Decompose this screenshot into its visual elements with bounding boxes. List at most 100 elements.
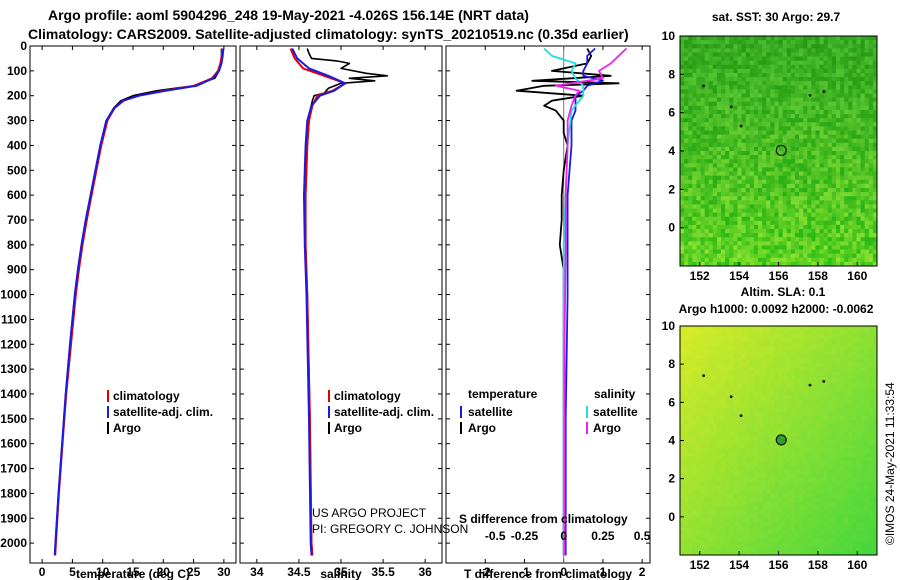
heatmap-cell	[868, 362, 874, 368]
heatmap-cell	[844, 420, 849, 425]
heatmap-cell	[737, 97, 742, 103]
heatmap-cell	[827, 212, 833, 218]
heatmap-cell	[819, 469, 825, 474]
heatmap-cell	[860, 334, 866, 339]
heatmap-cell	[688, 192, 693, 197]
heatmap-cell	[827, 97, 833, 103]
heatmap-cell	[819, 261, 825, 267]
heatmap-cell	[704, 146, 710, 152]
heatmap-cell	[835, 456, 841, 462]
heatmap-cell	[745, 493, 751, 499]
heatmap-cell	[823, 105, 829, 111]
heatmap-cell	[749, 151, 755, 156]
heatmap-cell	[745, 52, 751, 57]
heatmap-cell	[790, 171, 796, 177]
heatmap-cell	[811, 366, 816, 372]
heatmap-cell	[782, 241, 788, 246]
heatmap-cell	[733, 411, 738, 417]
heatmap-cell	[753, 151, 759, 156]
heatmap-cell	[770, 477, 775, 482]
heatmap-cell	[864, 138, 870, 144]
heatmap-cell	[729, 64, 734, 70]
heatmap-cell	[774, 229, 779, 234]
heatmap-cell	[712, 167, 718, 172]
heatmap-cell	[823, 183, 829, 189]
heatmap-cell	[815, 52, 820, 57]
heatmap-cell	[782, 257, 788, 263]
heatmap-cell	[737, 326, 742, 331]
heatmap-cell	[692, 93, 697, 99]
heatmap-cell	[786, 460, 792, 466]
heatmap-cell	[708, 56, 714, 62]
heatmap-cell	[770, 444, 775, 450]
heatmap-cell	[782, 399, 788, 405]
heatmap-cell	[799, 346, 804, 351]
heatmap-cell	[774, 346, 779, 351]
heatmap-cell	[696, 253, 701, 259]
heatmap-cell	[766, 183, 771, 189]
heatmap-cell	[844, 64, 849, 70]
heatmap-cell	[782, 346, 788, 351]
heatmap-cell	[803, 237, 808, 242]
heatmap-cell	[844, 130, 849, 135]
heatmap-cell	[799, 81, 804, 86]
heatmap-cell	[737, 109, 742, 115]
heatmap-cell	[872, 187, 878, 193]
map-ytick-label: 2	[668, 182, 675, 196]
heatmap-cell	[741, 257, 747, 263]
heatmap-cell	[782, 391, 788, 396]
heatmap-cell	[860, 81, 866, 86]
heatmap-cell	[799, 126, 804, 131]
heatmap-cell	[848, 44, 853, 49]
heatmap-cell	[688, 375, 693, 380]
heatmap-cell	[794, 395, 800, 401]
heatmap-cell	[757, 330, 763, 335]
heatmap-cell	[827, 52, 833, 57]
heatmap-cell	[840, 60, 845, 66]
heatmap-cell	[696, 56, 701, 62]
heatmap-cell	[753, 448, 759, 454]
heatmap-cell	[786, 204, 792, 209]
heatmap-cell	[827, 167, 833, 172]
heatmap-cell	[868, 48, 874, 53]
heatmap-cell	[799, 428, 804, 433]
heatmap-cell	[692, 175, 697, 181]
difference-xlabel: T difference from climatology	[464, 567, 632, 580]
heatmap-cell	[725, 142, 730, 148]
heatmap-cell	[864, 415, 870, 421]
heatmap-cell	[856, 97, 861, 103]
sst-map-title: sat. SST: 30 Argo: 29.7	[712, 10, 841, 24]
heatmap-cell	[753, 420, 759, 425]
heatmap-cell	[716, 436, 722, 441]
heatmap-cell	[762, 151, 767, 156]
heatmap-cell	[844, 358, 849, 364]
heatmap-cell	[712, 85, 718, 90]
heatmap-cell	[840, 362, 845, 368]
heatmap-cell	[840, 261, 845, 267]
heatmap-cell	[827, 342, 833, 347]
heatmap-cell	[692, 241, 697, 246]
heatmap-cell	[860, 155, 866, 160]
heatmap-cell	[840, 493, 845, 499]
heatmap-cell	[753, 326, 759, 331]
heatmap-cell	[680, 52, 685, 57]
heatmap-cell	[770, 85, 775, 90]
heatmap-cell	[864, 493, 870, 499]
heatmap-cell	[712, 44, 718, 49]
heatmap-cell	[733, 444, 738, 450]
heatmap-cell	[790, 249, 796, 255]
heatmap-cell	[823, 424, 829, 429]
heatmap-cell	[844, 440, 849, 445]
heatmap-cell	[807, 146, 812, 152]
heatmap-cell	[794, 440, 800, 445]
heatmap-cell	[770, 163, 775, 168]
heatmap-cell	[729, 452, 734, 458]
heatmap-cell	[688, 362, 693, 368]
heatmap-cell	[823, 469, 829, 474]
heatmap-cell	[790, 105, 796, 111]
heatmap-cell	[852, 48, 857, 53]
heatmap-cell	[868, 489, 874, 495]
heatmap-cell	[688, 391, 693, 396]
heatmap-cell	[753, 36, 759, 41]
